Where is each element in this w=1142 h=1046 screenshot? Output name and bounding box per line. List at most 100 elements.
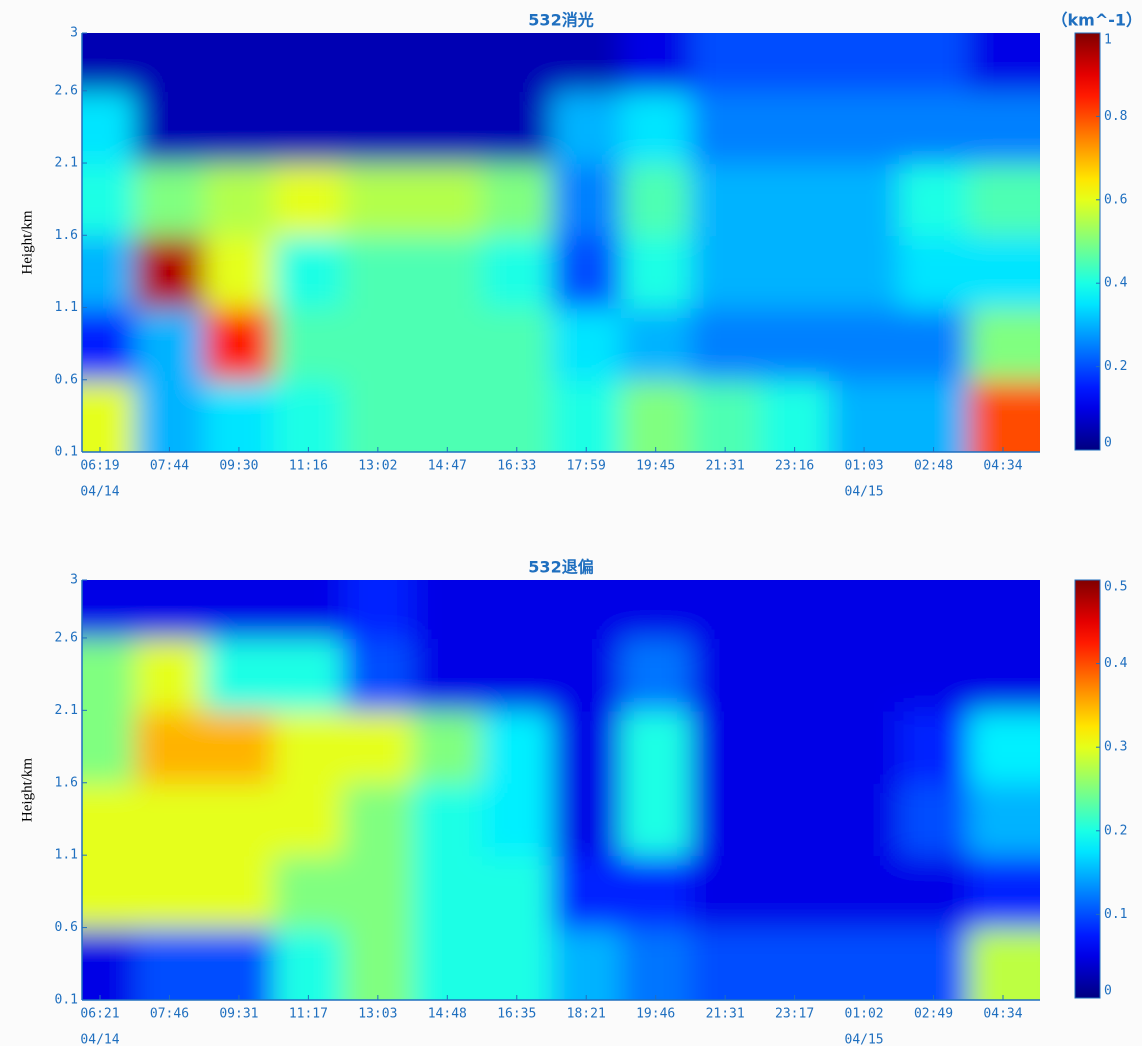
heatmap-cell [552, 855, 622, 928]
heatmap-cell [482, 235, 552, 308]
colorbar-tick-label: 0 [1104, 984, 1112, 999]
heatmap-cell [829, 783, 899, 856]
x-tick-label: 07:44 [150, 459, 189, 474]
chart-title: 532消光 [528, 11, 593, 30]
colorbar [1075, 580, 1100, 998]
heatmap-cell [343, 550, 413, 639]
x-tick-label: 13:03 [358, 1007, 397, 1022]
x-tick-label: 18:21 [567, 1007, 606, 1022]
x-tick-label: 19:46 [636, 1007, 675, 1022]
colorbar-label: （km^-1） [1052, 11, 1142, 30]
heatmap-cell [552, 638, 622, 711]
heatmap-cell [829, 550, 899, 639]
chart-title: 532退偏 [528, 558, 593, 577]
heatmap-cell [690, 855, 760, 928]
y-axis-label: Height/km [19, 210, 35, 274]
date-label: 04/14 [80, 485, 119, 500]
heatmap-cell [968, 308, 1071, 381]
heatmap [52, 3, 1071, 483]
heatmap-cell [621, 550, 691, 639]
heatmap-cell [135, 710, 205, 783]
heatmap-cell [552, 783, 622, 856]
heatmap-cell [621, 3, 691, 92]
heatmap-cell [52, 638, 136, 711]
heatmap-cell [760, 91, 830, 164]
y-tick-label: 0.1 [55, 445, 78, 460]
heatmap-cell [760, 783, 830, 856]
heatmap-cell [413, 710, 483, 783]
chart: 0.10.61.11.62.12.6306:1904/1407:4409:301… [19, 3, 1142, 500]
heatmap-cell [204, 783, 274, 856]
y-tick-label: 1.6 [55, 228, 78, 243]
x-tick-label: 16:35 [497, 1007, 536, 1022]
heatmap-cell [204, 710, 274, 783]
x-tick-label: 09:31 [219, 1007, 258, 1022]
x-tick-label: 21:31 [706, 1007, 745, 1022]
heatmap-cell [204, 163, 274, 236]
heatmap-cell [204, 308, 274, 381]
colorbar-tick-label: 0.4 [1104, 276, 1128, 291]
heatmap-cell [968, 550, 1071, 639]
heatmap-cell [413, 855, 483, 928]
heatmap-cell [829, 710, 899, 783]
heatmap-cell [829, 308, 899, 381]
heatmap-cell [274, 710, 344, 783]
heatmap-cell [343, 710, 413, 783]
x-tick-label: 01:03 [845, 459, 884, 474]
heatmap-cell [899, 308, 969, 381]
heatmap-cell [968, 855, 1071, 928]
x-tick-label: 02:49 [914, 1007, 953, 1022]
heatmap-cell [274, 783, 344, 856]
heatmap-cell [552, 163, 622, 236]
heatmap-cell [204, 91, 274, 164]
x-tick-label: 11:16 [289, 459, 328, 474]
heatmap-cell [343, 91, 413, 164]
y-tick-label: 3 [70, 26, 78, 41]
colorbar-tick-label: 0.1 [1104, 907, 1127, 922]
heatmap-cell [690, 3, 760, 92]
x-tick-label: 06:19 [80, 459, 119, 474]
heatmap-cell [621, 235, 691, 308]
heatmap-cell [690, 308, 760, 381]
heatmap-cell [482, 783, 552, 856]
heatmap-cell [690, 638, 760, 711]
heatmap-cell [413, 91, 483, 164]
heatmap-cell [760, 550, 830, 639]
heatmap-cell [760, 3, 830, 92]
heatmap-cell [52, 550, 136, 639]
heatmap-cell [899, 855, 969, 928]
heatmap-cell [621, 91, 691, 164]
heatmap-cell [690, 163, 760, 236]
heatmap-cell [690, 710, 760, 783]
heatmap-cell [760, 163, 830, 236]
colorbar-tick-label: 1 [1104, 33, 1112, 48]
heatmap-cell [552, 308, 622, 381]
y-tick-label: 2.1 [55, 703, 78, 718]
colorbar-tick-label: 0 [1104, 436, 1112, 451]
heatmap-cell [760, 638, 830, 711]
heatmap-cell [968, 163, 1071, 236]
colorbar [1075, 33, 1100, 450]
heatmap-cell [274, 550, 344, 639]
x-tick-label: 07:46 [150, 1007, 189, 1022]
heatmap-cell [482, 855, 552, 928]
heatmap-cell [52, 91, 136, 164]
heatmap-cell [690, 235, 760, 308]
heatmap-cell [343, 163, 413, 236]
heatmap-cell [968, 235, 1071, 308]
heatmap-cell [52, 3, 136, 92]
heatmap-cell [135, 783, 205, 856]
heatmap-cell [482, 163, 552, 236]
heatmap-cell [135, 91, 205, 164]
date-label: 04/14 [80, 1033, 119, 1046]
heatmap-cell [760, 710, 830, 783]
heatmap-cell [52, 308, 136, 381]
heatmap-cell [621, 855, 691, 928]
heatmap [52, 550, 1071, 1031]
y-tick-label: 2.6 [55, 630, 78, 645]
heatmap-cell [135, 855, 205, 928]
heatmap-cell [621, 638, 691, 711]
heatmap-cell [343, 855, 413, 928]
x-tick-label: 13:02 [358, 459, 397, 474]
heatmap-cell [690, 550, 760, 639]
